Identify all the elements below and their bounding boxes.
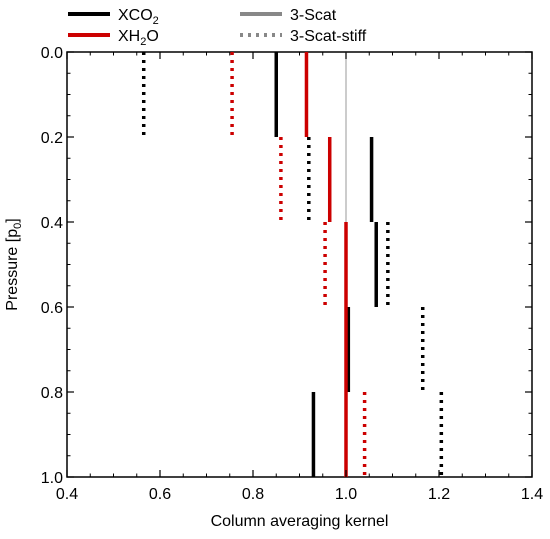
legend-label-3-scat: 3-Scat: [290, 7, 337, 24]
legend: XCO2 XH2O 3-Scat 3-Scat-stiff: [68, 7, 367, 48]
series-xh2o-3-scat: [304, 52, 348, 477]
x-tick-label: 1.2: [428, 486, 450, 503]
y-tick-label: 0.0: [41, 45, 63, 62]
x-tick-label: 0.6: [149, 486, 171, 503]
y-axis-label: Pressure [p0]: [4, 218, 24, 310]
x-axis-label: Column averaging kernel: [211, 513, 389, 530]
y-tick-label: 0.4: [41, 215, 63, 232]
x-tick-label: 1.4: [521, 486, 543, 503]
legend-label-xco2: XCO2: [118, 7, 159, 27]
series-xh2o-3-scat-stiff: [230, 52, 367, 477]
series-xco2-3-scat-stiff: [141, 52, 444, 477]
legend-label-xh2o: XH2O: [118, 28, 159, 48]
y-tick-label: 0.2: [41, 130, 63, 147]
y-tick-label: 1.0: [41, 470, 63, 487]
x-tick-label: 0.4: [56, 486, 78, 503]
x-tick-label: 1.0: [335, 486, 357, 503]
y-tick-label: 0.8: [41, 385, 63, 402]
series-layer: [141, 52, 444, 477]
ticks-layer: 0.4 0.6 0.8 1.0 1.2 1.4 0.0 0.2 0.4 0.6 0.8 1.0: [41, 45, 543, 503]
legend-label-3-scat-stiff: 3-Scat-stiff: [290, 28, 367, 45]
plot-area-frame: [66, 51, 533, 478]
y-tick-label: 0.6: [41, 300, 63, 317]
x-tick-label: 0.8: [242, 486, 264, 503]
series-xco2-3-scat: [274, 52, 378, 477]
